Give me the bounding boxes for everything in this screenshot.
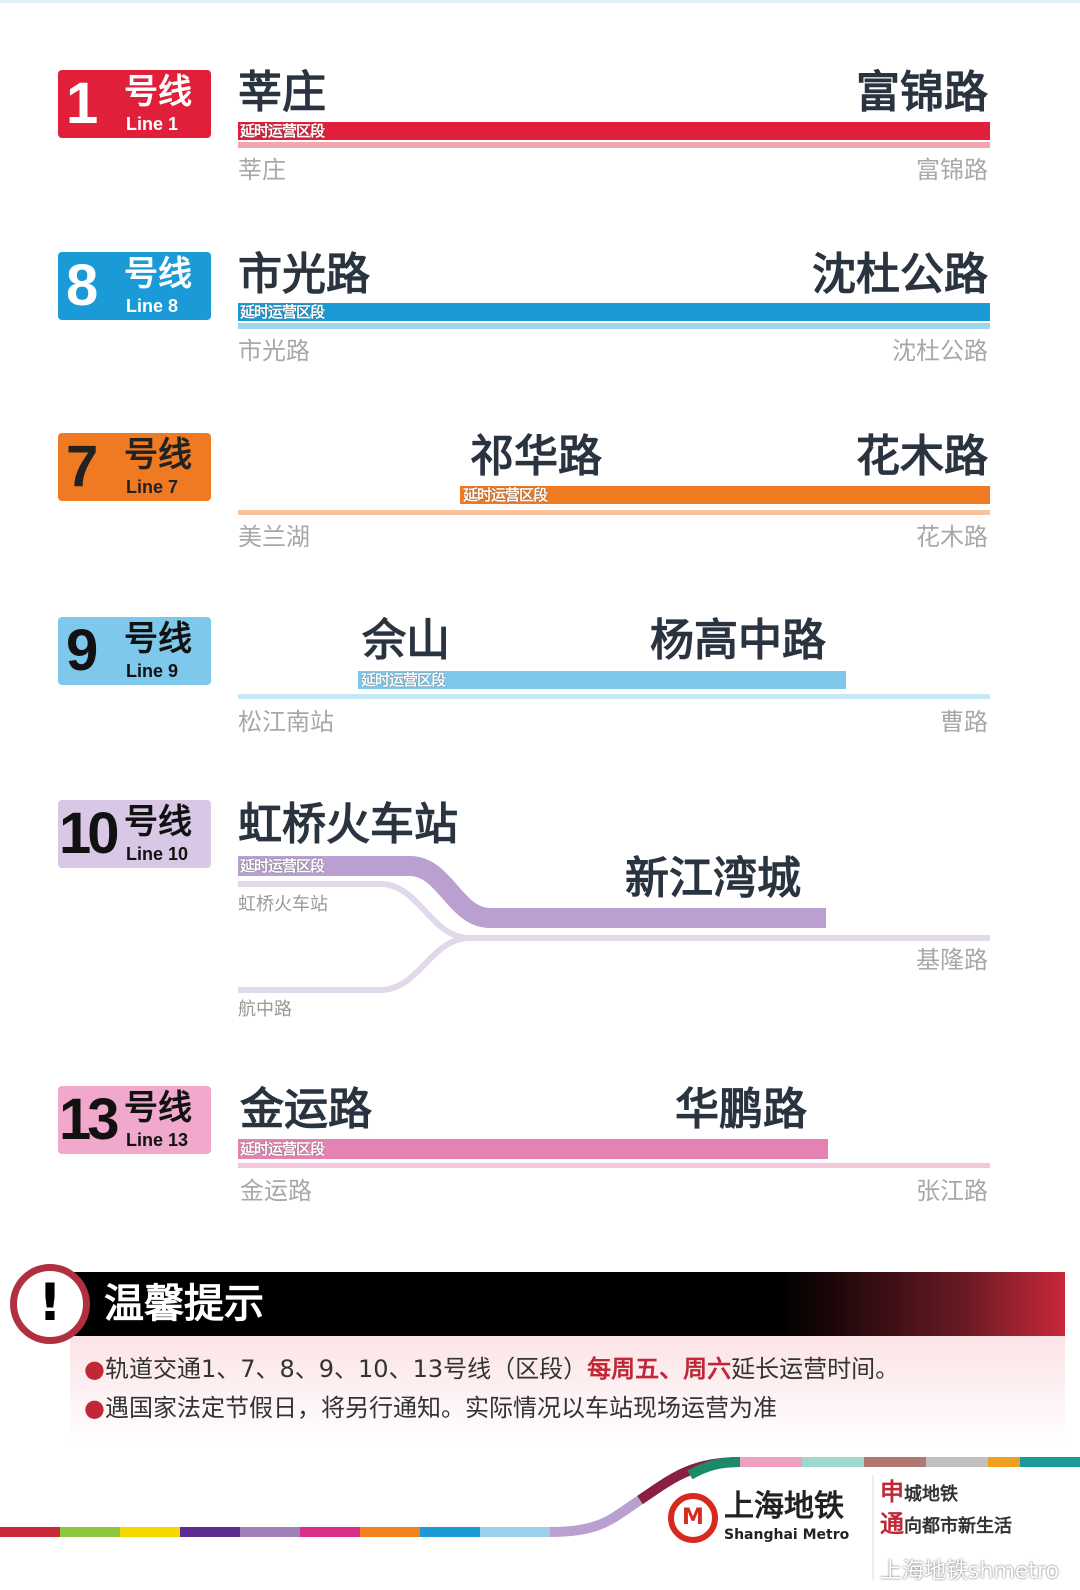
line13-terminal-end: 张江路: [916, 1177, 988, 1205]
footer-color-stripe: [0, 1457, 1080, 1537]
line-suffix: 号线: [124, 1088, 192, 1128]
line8-light-track: [238, 323, 990, 329]
line7-terminal-start: 美兰湖: [238, 523, 310, 551]
notice-line-2: ●遇国家法定节假日，将另行通知。实际情况以车站现场运营为准: [84, 1393, 777, 1423]
slogan-line-1: 申城地铁: [880, 1478, 958, 1509]
line-number: 1: [66, 71, 98, 136]
line10-extended-segment: [238, 856, 826, 928]
top-border: [0, 0, 1080, 3]
bullet-icon: ●: [84, 1355, 105, 1383]
line-english: Line 1: [126, 114, 179, 134]
line13-extended-segment: [238, 1139, 828, 1159]
line1-segment-start: 莘庄: [238, 67, 326, 118]
line9-badge: 9 号线 Line 9: [58, 617, 211, 685]
line8-segment-label: 延时运营区段: [240, 303, 325, 321]
watermark: 上海地铁shmetro: [880, 1559, 1060, 1584]
line1-extended-segment: [238, 122, 990, 140]
line9-segment-end: 杨高中路: [650, 615, 826, 666]
line8-extended-segment: [238, 303, 990, 321]
shanghai-metro-logo-icon: M: [668, 1493, 718, 1543]
line9-extended-segment: [358, 671, 846, 689]
line1-light-track: [238, 142, 990, 148]
notice-text: 轨道交通1、7、8、9、10、13号线（区段）: [104, 1355, 588, 1383]
slogan-text: 城地铁: [904, 1484, 958, 1505]
line10-terminal-branch: 航中路: [238, 999, 292, 1020]
line1-segment-end: 富锦路: [856, 67, 988, 118]
line10-terminal-end: 基隆路: [916, 946, 988, 974]
notice-highlight: 每周五、周六: [587, 1355, 732, 1383]
notice-title: 温馨提示: [104, 1281, 264, 1327]
notice-header-bar: [60, 1272, 1065, 1336]
line10-segment-end: 新江湾城: [625, 853, 801, 904]
line8-terminal-end: 沈杜公路: [892, 337, 988, 365]
line13-segment-label: 延时运营区段: [240, 1140, 325, 1158]
line-english: Line 10: [126, 844, 189, 864]
line13-segment-end: 华鹏路: [675, 1084, 807, 1135]
line-suffix: 号线: [124, 802, 192, 842]
line-english: Line 9: [126, 661, 179, 681]
line10-light-track-hangzhong: [238, 935, 471, 993]
line-suffix: 号线: [124, 435, 192, 475]
line7-terminal-end: 花木路: [916, 523, 988, 551]
line1-terminal-end: 富锦路: [916, 156, 988, 184]
line10-segment-start: 虹桥火车站: [238, 799, 458, 850]
line-english: Line 13: [126, 1130, 189, 1150]
line8-terminal-start: 市光路: [238, 337, 310, 365]
line7-segment-start: 祁华路: [470, 431, 602, 482]
notice-box: [70, 1336, 1065, 1446]
line13-light-track: [238, 1163, 990, 1168]
line9-terminal-start: 松江南站: [238, 708, 334, 736]
line7-badge: 7 号线 Line 7: [58, 433, 211, 501]
slogan-highlight: 通: [880, 1509, 904, 1538]
line-suffix: 号线: [124, 72, 192, 112]
line7-extended-segment: [460, 486, 990, 504]
line9-light-track: [238, 694, 990, 699]
logo-en: Shanghai Metro: [724, 1527, 850, 1543]
line10-segment-label: 延时运营区段: [240, 857, 325, 875]
line-number: 13: [59, 1087, 119, 1152]
notice-text: 延长运营时间。: [731, 1355, 900, 1383]
line-number: 10: [59, 801, 119, 866]
line7-segment-end: 花木路: [856, 431, 988, 482]
line13-segment-start: 金运路: [240, 1084, 372, 1135]
notice-line-1: ●轨道交通1、7、8、9、10、13号线（区段）每周五、周六延长运营时间。: [84, 1354, 899, 1384]
line8-segment-end: 沈杜公路: [812, 249, 988, 300]
line10-terminal-start: 虹桥火车站: [238, 894, 328, 915]
line9-segment-label: 延时运营区段: [361, 671, 446, 689]
line-suffix: 号线: [124, 254, 192, 294]
line-english: Line 7: [126, 477, 179, 497]
line1-badge: 1 号线 Line 1: [58, 70, 211, 138]
line7-light-track: [238, 510, 990, 515]
line10-badge: 10 号线 Line 10: [58, 800, 211, 868]
line8-badge: 8 号线 Line 8: [58, 252, 211, 320]
line-suffix: 号线: [124, 619, 192, 659]
line-english: Line 8: [126, 296, 179, 316]
slogan-highlight: 申: [880, 1477, 904, 1506]
line8-segment-start: 市光路: [238, 249, 370, 300]
line-number: 8: [66, 253, 98, 318]
line9-segment-start: 佘山: [362, 615, 450, 666]
line7-segment-label: 延时运营区段: [463, 486, 548, 504]
line13-badge: 13 号线 Line 13: [58, 1086, 211, 1154]
line1-segment-label: 延时运营区段: [240, 122, 325, 140]
notice-text: 遇国家法定节假日，将另行通知。实际情况以车站现场运营为准: [104, 1394, 777, 1422]
logo-cn: 上海地铁: [724, 1489, 844, 1524]
line-number: 9: [66, 618, 98, 683]
line13-terminal-start: 金运路: [240, 1177, 312, 1205]
slogan-text: 向都市新生活: [904, 1516, 1012, 1537]
slogan-line-2: 通向都市新生活: [880, 1510, 1012, 1541]
line9-terminal-end: 曹路: [940, 708, 988, 736]
bullet-icon: ●: [84, 1394, 105, 1422]
line-number: 7: [66, 434, 98, 499]
line1-terminal-start: 莘庄: [238, 156, 286, 184]
warning-icon: !: [10, 1264, 90, 1344]
